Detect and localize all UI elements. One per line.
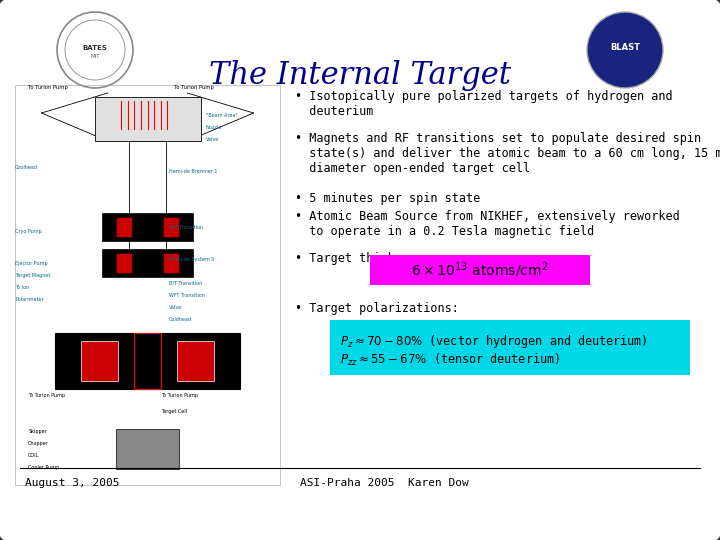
Text: Target Cell: Target Cell xyxy=(161,409,186,414)
Text: $P_{zz} \approx 55-67\%$ (tensor deuterium): $P_{zz} \approx 55-67\%$ (tensor deuteri… xyxy=(340,352,560,368)
Text: • Isotopically pure polarized targets of hydrogen and
  deuterium: • Isotopically pure polarized targets of… xyxy=(295,90,672,118)
Text: BLAST: BLAST xyxy=(610,44,640,52)
Bar xyxy=(102,249,192,277)
Bar xyxy=(94,97,200,141)
Text: To Turion Pump: To Turion Pump xyxy=(28,393,66,398)
Text: Coolhead: Coolhead xyxy=(15,165,38,170)
Bar xyxy=(81,341,118,381)
Text: MIT: MIT xyxy=(90,55,100,59)
Bar xyxy=(129,141,166,253)
Bar xyxy=(370,255,590,285)
Text: $P_z \approx 70-80\%$ (vector hydrogen and deuterium): $P_z \approx 70-80\%$ (vector hydrogen a… xyxy=(340,333,647,350)
Bar xyxy=(116,217,132,237)
Bar xyxy=(55,333,240,389)
Text: • Target polarizations:: • Target polarizations: xyxy=(295,302,459,315)
Circle shape xyxy=(587,12,663,88)
Text: The Internal Target: The Internal Target xyxy=(209,60,511,91)
Bar xyxy=(116,429,179,469)
Text: WFT Transition: WFT Transition xyxy=(168,293,204,298)
Text: "Beam Area": "Beam Area" xyxy=(206,113,238,118)
Text: Skipper: Skipper xyxy=(28,429,47,434)
Text: Hemi-de System II: Hemi-de System II xyxy=(168,257,214,262)
Bar xyxy=(102,213,192,241)
Text: Cryo Pump: Cryo Pump xyxy=(15,229,42,234)
Bar xyxy=(163,253,179,273)
Text: To Turion Pump: To Turion Pump xyxy=(174,85,214,90)
Text: August 3, 2005: August 3, 2005 xyxy=(25,478,120,488)
Text: To Ion: To Ion xyxy=(15,285,30,290)
Text: Nozzle: Nozzle xyxy=(206,125,222,130)
Text: Ejector Pump: Ejector Pump xyxy=(15,261,48,266)
Text: Hemi-de Bremner 1: Hemi-de Bremner 1 xyxy=(168,169,217,174)
Text: Valve: Valve xyxy=(206,137,219,142)
Text: To Turion Pump: To Turion Pump xyxy=(28,85,68,90)
Text: COIL: COIL xyxy=(28,453,40,458)
Text: ASI-Praha 2005  Karen Dow: ASI-Praha 2005 Karen Dow xyxy=(300,478,469,488)
Text: $6\times10^{13}\ \mathrm{atoms/cm^{2}}$: $6\times10^{13}\ \mathrm{atoms/cm^{2}}$ xyxy=(411,260,549,280)
Bar xyxy=(330,320,690,375)
Text: • 5 minutes per spin state: • 5 minutes per spin state xyxy=(295,192,480,205)
Text: Chopper: Chopper xyxy=(28,441,49,446)
Text: • Magnets and RF transitions set to populate desired spin
  state(s) and deliver: • Magnets and RF transitions set to popu… xyxy=(295,132,720,175)
Text: Valve: Valve xyxy=(168,305,182,310)
Text: Coldhead: Coldhead xyxy=(168,317,192,322)
Bar xyxy=(15,85,280,485)
Bar xyxy=(116,253,132,273)
Text: To Turion Pump: To Turion Pump xyxy=(161,393,198,398)
Text: BATES: BATES xyxy=(83,45,107,51)
Text: Cooler Pump: Cooler Pump xyxy=(28,465,60,470)
Text: MIT Transition: MIT Transition xyxy=(168,225,203,230)
Text: • Atomic Beam Source from NIKHEF, extensively reworked
  to operate in a 0.2 Tes: • Atomic Beam Source from NIKHEF, extens… xyxy=(295,210,680,238)
Text: Polarimeter: Polarimeter xyxy=(15,297,44,302)
Bar xyxy=(163,217,179,237)
Text: BIT Transition: BIT Transition xyxy=(168,281,202,286)
Bar xyxy=(176,341,214,381)
Text: Target Magnet: Target Magnet xyxy=(15,273,50,278)
Text: • Target thickness:: • Target thickness: xyxy=(295,252,431,265)
